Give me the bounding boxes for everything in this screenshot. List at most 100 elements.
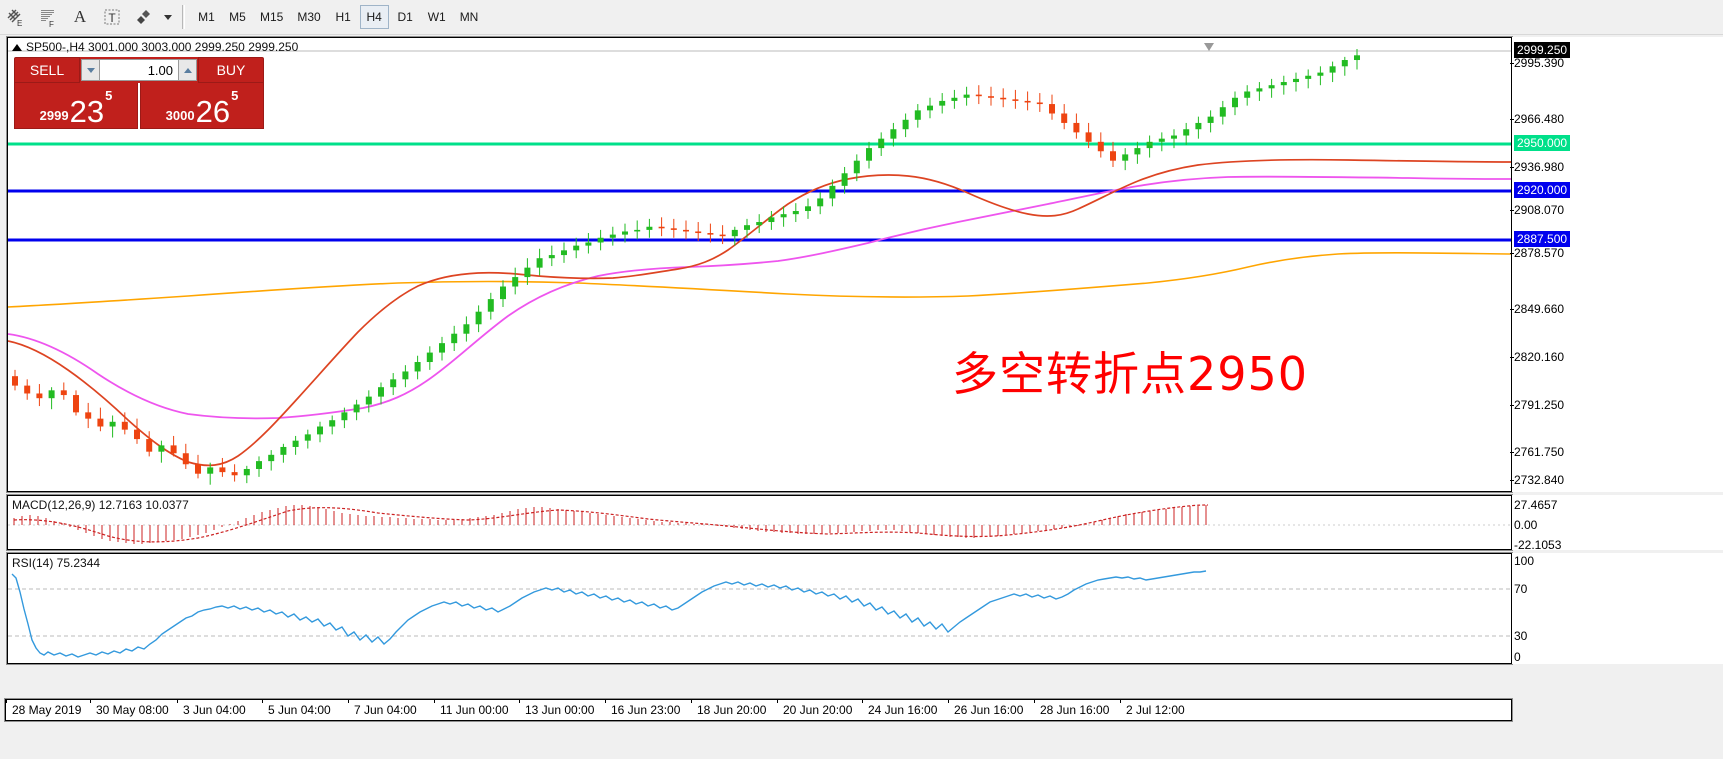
chart-annotation: 多空转折点2950 [952, 347, 1309, 401]
trade-panel-prices: 2999 23 5 3000 26 5 [14, 83, 264, 129]
macd-window[interactable]: MACD(12,26,9) 12.7163 10.0377 [6, 494, 1513, 551]
trade-panel-top-row: SELL 1.00 BUY [14, 57, 264, 83]
volume-increment-button[interactable] [178, 59, 197, 81]
expert-advisor-icon[interactable]: E [1, 2, 31, 32]
one-click-trading-panel[interactable]: SELL 1.00 BUY 2999 23 5 3000 [14, 57, 264, 131]
buy-price-fraction: 5 [231, 88, 239, 103]
ma-magenta [8, 175, 1511, 420]
timeframe-mn[interactable]: MN [459, 10, 479, 24]
buy-price[interactable]: 3000 26 5 [140, 83, 264, 129]
objects-dropdown-arrow[interactable] [161, 2, 175, 32]
timeframe-h4[interactable]: H4 [359, 5, 389, 29]
price-tick-2849: 2849.660 [1509, 302, 1565, 316]
timeframe-h1[interactable]: H1 [335, 10, 351, 24]
time-tick-5: 11 Jun 00:00 [434, 699, 509, 717]
buy-price-whole: 3000 [165, 108, 195, 123]
time-scale[interactable]: 28 May 2019 30 May 08:00 3 Jun 04:00 5 J… [4, 698, 1513, 722]
time-tick-11: 26 Jun 16:00 [947, 699, 1024, 717]
text-label-icon[interactable]: A [73, 7, 87, 26]
objects-icon[interactable] [129, 2, 159, 32]
macd-canvas [8, 504, 1511, 544]
timeframe-m15[interactable]: M15 [260, 10, 284, 24]
time-tick-9: 20 Jun 20:00 [776, 699, 853, 717]
volume-input[interactable]: 1.00 [100, 59, 178, 81]
indicators-grid-icon[interactable]: F [33, 2, 63, 32]
time-tick-12: 28 Jun 16:00 [1033, 699, 1110, 717]
buy-price-major: 26 [195, 94, 231, 129]
price-tick-2908: 2908.070 [1509, 203, 1565, 217]
rsi-tick-100: 100 [1514, 554, 1535, 568]
price-tick-2887: 2887.500 [1514, 231, 1571, 247]
price-scale[interactable]: 2999.250 2995.390 2966.480 2950.000 2936… [1509, 37, 1723, 492]
time-tick-4: 7 Jun 04:00 [348, 699, 417, 717]
time-tick-6: 13 Jun 00:00 [518, 699, 595, 717]
macd-label: MACD(12,26,9) 12.7163 10.0377 [12, 498, 189, 512]
rsi-tick-30: 30 [1514, 629, 1528, 643]
time-tick-0: 28 May 2019 [5, 699, 82, 717]
macd-histogram [13, 505, 1207, 544]
rsi-canvas [8, 570, 1511, 658]
price-tick-2995: 2995.390 [1509, 56, 1565, 70]
text-box-icon[interactable]: T [97, 2, 127, 32]
volume-decrement-button[interactable] [81, 59, 100, 81]
price-tick-2878: 2878.570 [1509, 246, 1565, 260]
price-tick-2966: 2966.480 [1509, 112, 1565, 126]
timeframe-m30[interactable]: M30 [297, 10, 321, 24]
price-chart-canvas [8, 43, 1511, 485]
sell-price-whole: 2999 [39, 108, 69, 123]
timeframe-w1[interactable]: W1 [427, 10, 446, 24]
chevron-up-icon [183, 67, 192, 73]
price-tick-2820: 2820.160 [1509, 350, 1565, 364]
toolbar-separator [182, 5, 185, 29]
buy-button[interactable]: BUY [198, 57, 264, 83]
timeframe-d1[interactable]: D1 [397, 10, 413, 24]
svg-text:E: E [17, 19, 22, 28]
candlestick-series [12, 49, 1360, 485]
sell-button[interactable]: SELL [14, 57, 80, 83]
time-tick-13: 2 Jul 12:00 [1120, 699, 1185, 717]
rsi-line [11, 570, 1207, 658]
time-tick-1: 30 May 08:00 [90, 699, 169, 717]
timeframe-m1[interactable]: M1 [198, 10, 215, 24]
macd-tick-zero: 0.00 [1514, 518, 1538, 532]
ma-red [8, 158, 1511, 467]
chart-area: SP500-,H4 3001.000 3003.000 2999.250 299… [0, 35, 1723, 759]
ohlc-header: SP500-,H4 3001.000 3003.000 2999.250 299… [12, 40, 298, 54]
sell-price[interactable]: 2999 23 5 [14, 83, 138, 129]
rsi-scale: 100 70 30 0 [1512, 553, 1723, 664]
volume-control[interactable]: 1.00 [80, 57, 198, 83]
price-tick-2950: 2950.000 [1514, 135, 1571, 151]
time-tick-2: 3 Jun 04:00 [177, 699, 246, 717]
sell-price-major: 23 [69, 94, 105, 129]
macd-tick-min: -22.1053 [1514, 538, 1562, 552]
price-tick-current: 2999.250 [1514, 42, 1571, 58]
price-tick-2761: 2761.750 [1509, 445, 1565, 459]
time-tick-8: 18 Jun 20:00 [690, 699, 767, 717]
price-tick-2920: 2920.000 [1514, 182, 1571, 198]
time-tick-7: 16 Jun 23:00 [604, 699, 681, 717]
price-chart-window[interactable]: SP500-,H4 3001.000 3003.000 2999.250 299… [6, 36, 1513, 493]
rsi-label: RSI(14) 75.2344 [12, 556, 101, 570]
price-tick-2936: 2936.980 [1509, 160, 1565, 174]
time-tick-3: 5 Jun 04:00 [262, 699, 331, 717]
time-tick-10: 24 Jun 16:00 [861, 699, 938, 717]
rsi-tick-0: 0 [1514, 650, 1521, 664]
timeframe-group: M1 M5 M15 M30 H1 H4 D1 W1 MN [191, 5, 485, 29]
macd-scale: 27.4657 0.00 -22.1053 [1512, 495, 1723, 552]
macd-signal-line [13, 504, 1209, 543]
rsi-window[interactable]: RSI(14) 75.2344 [6, 552, 1513, 665]
rsi-tick-70: 70 [1514, 582, 1528, 596]
ohlc-text: SP500-,H4 3001.000 3003.000 2999.250 299… [26, 40, 299, 54]
chevron-down-icon [86, 67, 95, 73]
sell-price-fraction: 5 [105, 88, 113, 103]
price-tick-2791: 2791.250 [1509, 398, 1565, 412]
svg-text:F: F [49, 20, 54, 28]
main-toolbar: E F A T [0, 0, 1723, 35]
price-tick-2732: 2732.840 [1509, 473, 1565, 487]
timeframe-m5[interactable]: M5 [229, 10, 246, 24]
macd-tick-max: 27.4657 [1514, 498, 1558, 512]
ma-orange [8, 252, 1511, 308]
collapse-triangle-icon[interactable] [12, 43, 22, 51]
svg-text:T: T [108, 11, 116, 25]
